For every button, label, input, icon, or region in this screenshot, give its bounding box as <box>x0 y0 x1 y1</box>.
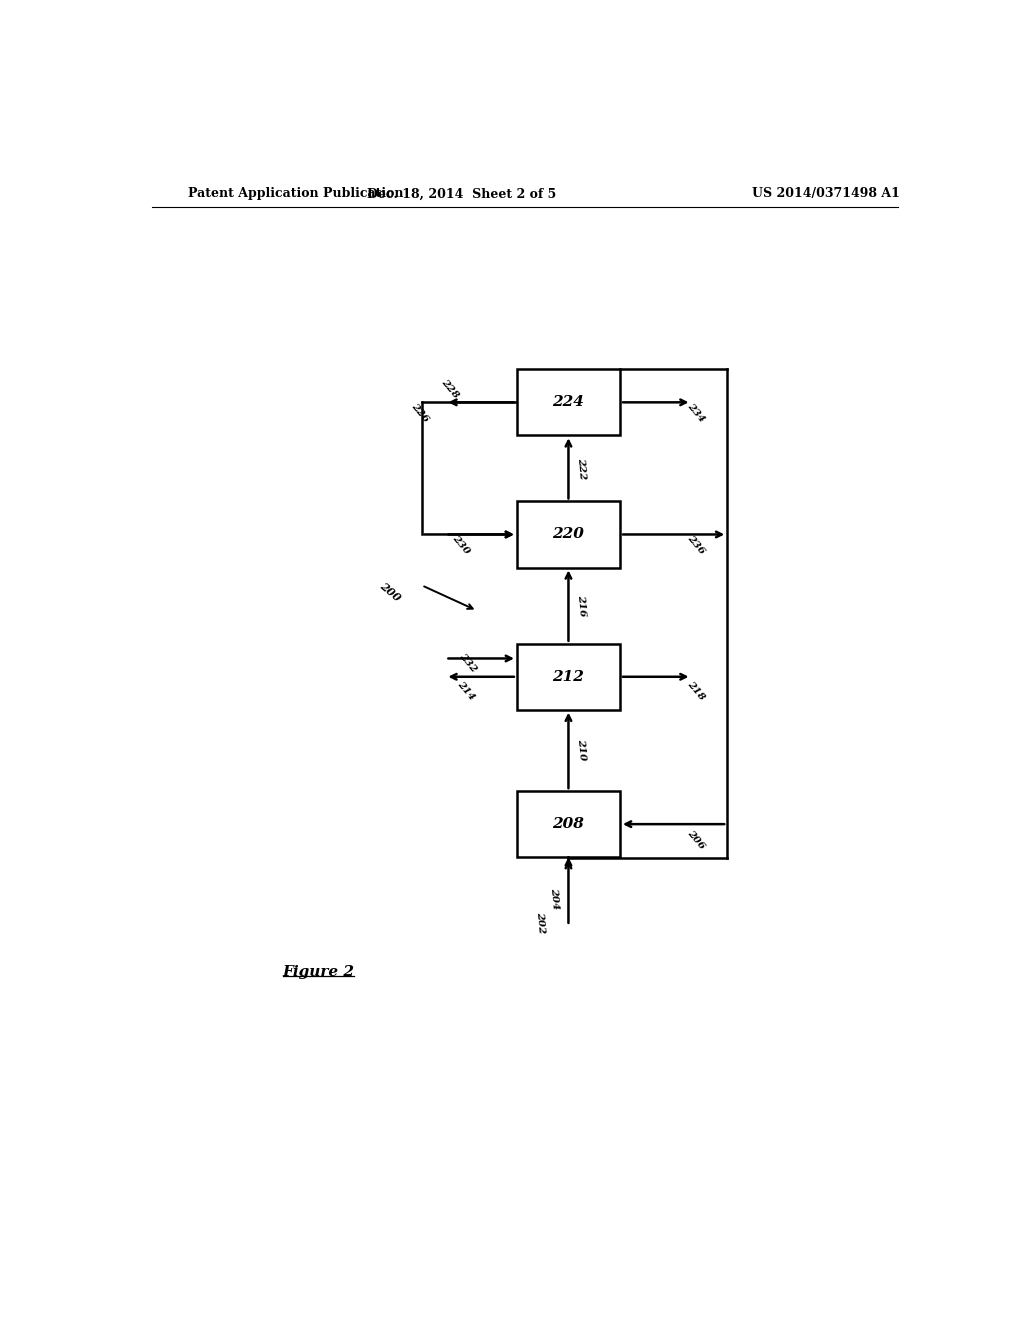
Text: 210: 210 <box>577 739 588 762</box>
Text: 214: 214 <box>456 680 476 702</box>
Text: Figure 2: Figure 2 <box>283 965 354 978</box>
Text: 218: 218 <box>686 680 707 702</box>
Text: US 2014/0371498 A1: US 2014/0371498 A1 <box>753 187 900 201</box>
Bar <box>517 791 621 857</box>
Text: 202: 202 <box>536 912 546 935</box>
Text: Patent Application Publication: Patent Application Publication <box>187 187 403 201</box>
Text: Figure 2: Figure 2 <box>283 965 354 978</box>
Text: 232: 232 <box>458 651 478 673</box>
Text: 206: 206 <box>686 828 707 850</box>
Text: 226: 226 <box>410 401 430 424</box>
Text: 216: 216 <box>577 594 588 616</box>
Text: 224: 224 <box>553 395 585 409</box>
Text: 208: 208 <box>553 817 585 832</box>
Text: 212: 212 <box>553 669 585 684</box>
Text: 234: 234 <box>686 401 707 424</box>
Bar <box>517 502 621 568</box>
Bar <box>517 370 621 436</box>
Text: Dec. 18, 2014  Sheet 2 of 5: Dec. 18, 2014 Sheet 2 of 5 <box>367 187 556 201</box>
Text: 236: 236 <box>686 533 707 556</box>
Text: 230: 230 <box>451 533 472 556</box>
Text: 222: 222 <box>577 457 588 479</box>
Text: 228: 228 <box>439 378 461 400</box>
Text: 200: 200 <box>378 579 402 603</box>
Bar <box>517 644 621 710</box>
Text: 204: 204 <box>550 887 560 909</box>
Text: 220: 220 <box>553 528 585 541</box>
